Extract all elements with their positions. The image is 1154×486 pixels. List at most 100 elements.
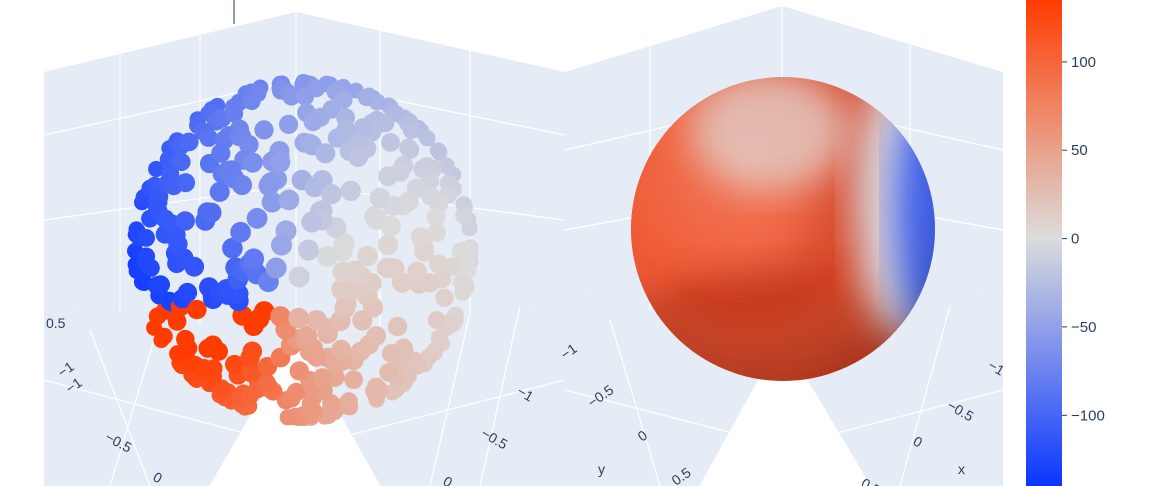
scatter-point — [451, 242, 470, 261]
scatter-point — [167, 312, 187, 331]
scatter-point — [381, 133, 400, 152]
scatter-point — [301, 211, 323, 233]
scatter-point — [199, 128, 218, 147]
scatter-point — [427, 311, 446, 330]
scatter-point — [400, 140, 420, 159]
scatter-point — [246, 207, 268, 229]
axis-tick-label: −1 — [55, 358, 77, 380]
scatter-point — [225, 354, 244, 374]
scatter-point — [331, 278, 352, 300]
scatter-point — [379, 363, 398, 382]
left-floor-left — [44, 300, 296, 486]
scatter-point — [297, 325, 318, 346]
scatter-point — [177, 282, 198, 303]
colorbar: 100 50 0 −50 −100 — [1026, 0, 1105, 486]
scatter-point — [141, 258, 160, 277]
scatter-point — [261, 191, 283, 213]
scatter-point — [410, 227, 431, 247]
scatter-point — [270, 152, 291, 173]
scatter-point — [381, 344, 401, 363]
scatter-point — [228, 283, 249, 304]
scatter-point — [203, 335, 223, 355]
scatter-point — [225, 104, 244, 123]
scatter-point — [172, 152, 191, 172]
scatter-point — [369, 187, 390, 208]
axis-tick-label: −1 — [986, 357, 1008, 379]
scatter-point — [452, 273, 471, 291]
axis-tick-label: x — [958, 461, 965, 477]
scatter-point — [279, 114, 299, 134]
scatter-point — [222, 237, 243, 259]
scatter-point — [376, 257, 398, 278]
colorbar-ticks: 100 50 0 −50 −100 — [1062, 54, 1105, 424]
scatter-point — [304, 176, 326, 198]
colorbar-gradient — [1026, 0, 1062, 486]
scatter-point — [331, 339, 352, 360]
scatter-point — [230, 221, 251, 243]
left-scene[interactable]: 0.5−1−1−0.50−1−0.50 — [43, 0, 566, 486]
scatter-point — [366, 326, 386, 346]
scatter-point — [201, 202, 222, 223]
scatter-point — [402, 121, 421, 139]
scatter-point — [421, 186, 440, 206]
scatter-point — [306, 310, 328, 331]
scatter-point — [348, 147, 369, 168]
scatter-point — [204, 359, 223, 378]
scatter-point — [242, 341, 263, 362]
scatter-point — [413, 159, 432, 179]
surface-sphere — [631, 77, 935, 381]
scatter-point — [254, 120, 274, 140]
axis-tick-label: −1 — [515, 383, 537, 405]
scatter-point — [332, 261, 354, 283]
scatter-point — [327, 128, 348, 148]
scatter-point — [211, 143, 231, 163]
scatter-point — [151, 275, 170, 294]
axis-tick-label: 0.5 — [859, 475, 884, 486]
colorbar-tick-label: 100 — [1071, 54, 1096, 71]
scatter-point — [242, 152, 263, 173]
scatter-point — [427, 223, 446, 243]
scatter-point — [455, 207, 473, 225]
scatter-point — [320, 183, 342, 205]
scatter-point — [340, 180, 361, 201]
scatter-point — [243, 248, 265, 270]
axis-tick-label: y — [598, 461, 605, 477]
scatter-point — [428, 254, 448, 274]
scatter-point — [209, 181, 230, 202]
scatter-point — [303, 112, 323, 132]
scatter-point — [270, 306, 291, 327]
scatter-point — [253, 301, 275, 322]
axis-tick-label: −1 — [558, 340, 580, 362]
scatter-point — [387, 316, 408, 337]
scatter-point — [184, 256, 205, 277]
scatter-point — [231, 174, 253, 196]
scatter-point — [289, 361, 309, 381]
scatter-point — [353, 118, 373, 138]
scatter-point — [378, 166, 398, 187]
colorbar-tick-label: −50 — [1071, 319, 1096, 336]
scatter-point — [364, 206, 385, 227]
axis-tick-label: −1 — [63, 374, 85, 396]
scatter-point — [366, 377, 385, 396]
scatter-point — [271, 234, 292, 256]
scatter-point — [377, 234, 399, 256]
scatter-point — [443, 257, 462, 276]
scatter-point — [239, 134, 259, 155]
scatter-point — [298, 239, 319, 261]
scatter-point — [288, 307, 309, 329]
scatter-point — [137, 229, 156, 247]
scatter-point — [461, 220, 478, 237]
scatter-point — [278, 189, 300, 211]
scatter-point — [180, 133, 199, 151]
scatter-point — [315, 143, 336, 164]
scatter-point — [407, 261, 427, 282]
scatter-point — [435, 288, 454, 307]
scatter-point — [242, 92, 261, 111]
scatter-point — [296, 87, 315, 106]
scatter-point — [312, 368, 332, 388]
scatter-point — [419, 130, 436, 147]
scatter-point — [316, 245, 338, 267]
